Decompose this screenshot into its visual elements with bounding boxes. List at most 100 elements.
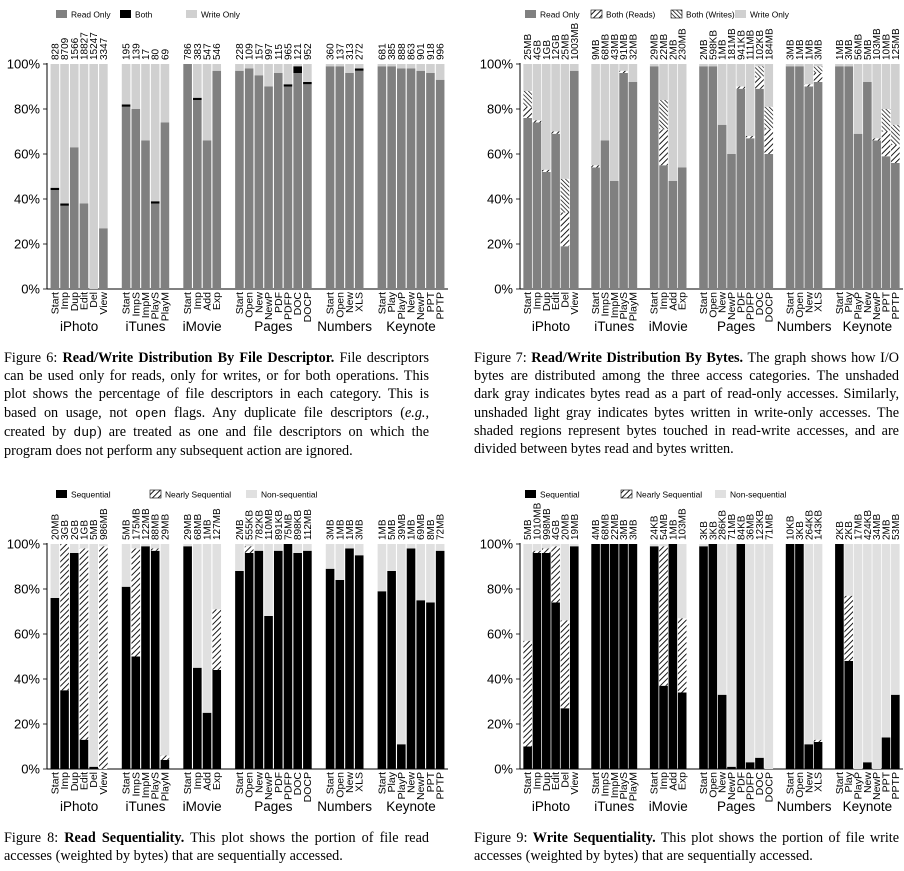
x-tick-label: DOCP xyxy=(763,292,775,322)
bar-count-label: 102KB xyxy=(755,30,766,60)
bar-count-label: 2MB xyxy=(699,39,710,60)
chart-panel-fig9: Sequential Nearly Sequential Non-sequentia… xyxy=(480,490,903,814)
figure-caption: Figure 8: Read Sequentiality. This plot … xyxy=(4,829,429,865)
bar-keynote-playp-read-only xyxy=(853,133,863,289)
x-tick-label: NewP xyxy=(871,292,883,320)
bar-numbers-xls-both-writes xyxy=(813,66,823,73)
y-tick-label: 20% xyxy=(14,717,40,732)
bar-iphoto-view-write-only xyxy=(99,64,108,229)
bar-iphoto-dup-sequential xyxy=(542,553,551,769)
bar-pages-pdf-non-sequential xyxy=(273,544,283,551)
group-label-iphoto: iPhoto xyxy=(60,799,98,814)
figure-label: Figure 8: xyxy=(4,830,59,846)
figure-label: Figure 9: xyxy=(474,830,528,846)
bar-keynote-start-read-only xyxy=(835,66,844,289)
y-tick-label: 100% xyxy=(480,537,514,552)
x-tick-label: Imp xyxy=(658,292,670,310)
legend-label-sequential: Sequential xyxy=(71,490,111,500)
x-tick-label: PDFP xyxy=(745,292,757,320)
x-tick-label: PlayS xyxy=(618,772,630,799)
bar-numbers-xls-non-sequential xyxy=(354,544,364,556)
bar-pages-newp-read-only xyxy=(727,154,736,289)
x-tick-label: Open xyxy=(244,772,256,798)
bar-itunes-imps-read-only xyxy=(600,140,610,289)
bar-keynote-playp-non-sequential xyxy=(853,544,863,769)
x-tick-label: Start xyxy=(376,772,388,794)
figure-title: Write Sequentiality. xyxy=(532,830,656,846)
group-label-pages: Pages xyxy=(254,799,293,814)
bar-imovie-imp-sequential xyxy=(659,685,668,769)
bar-imovie-imp-both xyxy=(193,97,202,100)
y-tick-label: 40% xyxy=(487,672,513,687)
bar-numbers-xls-both xyxy=(354,68,364,71)
x-tick-label: Start xyxy=(325,772,337,794)
bar-count-label: 1566 xyxy=(70,37,81,60)
x-tick-label: Add xyxy=(667,772,679,791)
caption-code: open xyxy=(135,405,167,421)
bar-itunes-plays-sequential xyxy=(619,544,628,769)
bar-numbers-new-write-only xyxy=(345,64,354,73)
bar-count-label: 898KB xyxy=(293,510,304,540)
bar-count-label: 71MB xyxy=(727,514,738,540)
bar-iphoto-start-both xyxy=(50,187,60,190)
bar-count-label: 2KB xyxy=(835,521,846,540)
x-tick-label: Start xyxy=(325,292,337,314)
bar-itunes-plays-nearly-sequential xyxy=(150,548,160,551)
x-tick-label: PDFP xyxy=(745,772,757,800)
bar-count-label: 3MB xyxy=(814,39,825,60)
bar-keynote-play-read-only xyxy=(844,66,854,289)
bar-count-label: 109 xyxy=(245,43,256,60)
x-tick-label: PlayP xyxy=(853,772,865,799)
bar-iphoto-view-nearly-sequential xyxy=(99,546,108,769)
bar-numbers-open-sequential xyxy=(795,544,804,769)
bar-iphoto-view-read-only xyxy=(569,70,579,289)
x-tick-label: PPTP xyxy=(435,292,447,319)
x-tick-label: Dup xyxy=(69,292,81,311)
x-tick-label: DOCP xyxy=(763,772,775,802)
bar-count-label: 121 xyxy=(293,43,304,60)
bar-pages-new-write-only xyxy=(254,64,264,76)
bar-keynote-newp-non-sequential xyxy=(416,544,426,601)
bar-iphoto-dup-non-sequential xyxy=(69,544,79,553)
x-tick-label: PDF xyxy=(735,292,747,313)
x-tick-label: Del xyxy=(559,292,571,308)
bar-count-label: 84KB xyxy=(736,515,747,540)
bar-imovie-exp-write-only xyxy=(677,64,687,168)
y-tick-label: 100% xyxy=(7,57,41,72)
bar-keynote-playp-read-only xyxy=(397,68,406,289)
x-tick-label: PlayS xyxy=(150,292,162,319)
bar-pages-docp-write-only xyxy=(764,64,774,107)
y-tick-label: 100% xyxy=(480,57,514,72)
x-tick-label: PPT xyxy=(881,771,893,792)
y-tick-label: 0% xyxy=(21,762,40,777)
bar-count-label: 965 xyxy=(283,43,294,60)
x-tick-label: PPT xyxy=(425,291,437,312)
x-tick-label: ImpM xyxy=(609,772,621,798)
bar-iphoto-del-non-sequential xyxy=(560,544,570,621)
x-tick-label: Start xyxy=(376,292,388,314)
bar-count-label: 3MB xyxy=(628,519,639,540)
x-tick-label: Imp xyxy=(531,292,543,310)
bar-pages-doc-sequential xyxy=(755,757,764,769)
bar-itunes-imps-write-only xyxy=(600,64,610,141)
x-tick-label: ImpS xyxy=(599,772,611,797)
bar-imovie-imp-read-only xyxy=(193,100,202,289)
x-tick-label: DOC xyxy=(292,772,304,796)
y-tick-label: 20% xyxy=(14,237,40,252)
bar-keynote-playp-write-only xyxy=(853,64,863,134)
group-label-pages: Pages xyxy=(717,799,756,814)
bar-numbers-new-non-sequential xyxy=(345,544,354,549)
bar-pages-new-non-sequential xyxy=(254,544,264,551)
bar-pages-docp-write-only xyxy=(303,64,312,82)
bar-imovie-add-non-sequential xyxy=(202,544,212,713)
group-label-imovie: iMovie xyxy=(183,799,222,814)
bar-numbers-open-sequential xyxy=(335,580,345,769)
group-label-numbers: Numbers xyxy=(317,319,372,334)
bar-count-label: 8MB xyxy=(426,519,437,540)
bar-iphoto-start-read-only xyxy=(523,118,532,289)
caption-text: This plot shows the portion of file writ… xyxy=(474,830,900,865)
bar-iphoto-start-read-only xyxy=(50,190,60,289)
bar-imovie-start-sequential xyxy=(649,546,659,769)
x-tick-label: NewP xyxy=(415,292,427,320)
x-tick-label: Start xyxy=(522,292,534,314)
